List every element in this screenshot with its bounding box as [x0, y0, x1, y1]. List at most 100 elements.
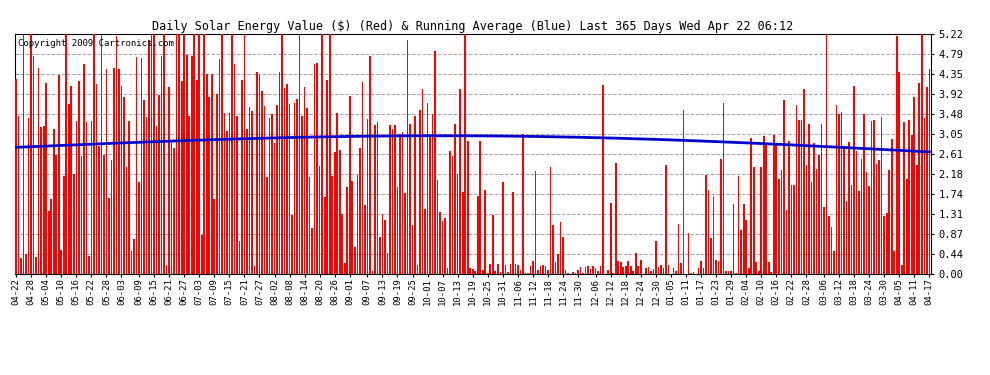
Bar	[665, 165, 666, 274]
Bar	[247, 129, 248, 274]
Bar	[38, 68, 40, 274]
Bar	[93, 34, 95, 274]
Bar	[437, 180, 439, 274]
Bar	[497, 264, 499, 274]
Bar	[778, 179, 780, 274]
Bar	[332, 176, 333, 274]
Bar	[26, 255, 27, 274]
Bar	[728, 272, 730, 274]
Bar	[484, 190, 486, 274]
Bar	[780, 170, 782, 274]
Bar	[482, 270, 483, 274]
Bar	[387, 254, 388, 274]
Bar	[775, 142, 777, 274]
Bar	[803, 89, 805, 274]
Bar	[204, 34, 205, 274]
Bar	[432, 114, 434, 274]
Bar	[552, 225, 553, 274]
Bar	[229, 113, 231, 274]
Bar	[698, 268, 699, 274]
Bar	[173, 148, 175, 274]
Bar	[18, 116, 20, 274]
Bar	[823, 207, 825, 274]
Bar	[224, 113, 225, 274]
Bar	[314, 64, 316, 274]
Bar	[36, 258, 37, 274]
Bar	[718, 261, 720, 274]
Bar	[710, 237, 712, 274]
Bar	[412, 225, 414, 274]
Bar	[538, 270, 539, 274]
Bar	[703, 268, 704, 274]
Bar	[181, 81, 182, 274]
Bar	[625, 266, 627, 274]
Bar	[479, 141, 481, 274]
Bar	[266, 177, 268, 274]
Bar	[389, 126, 391, 274]
Bar	[811, 182, 812, 274]
Bar	[379, 237, 381, 274]
Bar	[876, 164, 877, 274]
Bar	[909, 120, 910, 274]
Bar	[477, 196, 478, 274]
Bar	[356, 175, 358, 274]
Bar	[515, 264, 516, 274]
Bar	[311, 228, 313, 274]
Bar	[113, 68, 115, 274]
Bar	[472, 269, 473, 274]
Bar	[289, 104, 290, 274]
Bar	[845, 201, 847, 274]
Bar	[688, 233, 689, 274]
Bar	[158, 94, 160, 274]
Bar	[731, 271, 732, 274]
Bar	[896, 36, 898, 274]
Bar	[366, 119, 368, 274]
Bar	[738, 177, 740, 274]
Bar	[655, 241, 656, 274]
Bar	[580, 267, 581, 274]
Bar	[891, 139, 893, 274]
Bar	[871, 121, 872, 274]
Bar	[317, 63, 318, 274]
Bar	[103, 155, 105, 274]
Bar	[188, 116, 190, 274]
Bar	[319, 166, 321, 274]
Bar	[733, 204, 735, 274]
Bar	[683, 111, 684, 274]
Bar	[46, 83, 48, 274]
Bar	[492, 215, 494, 274]
Bar	[196, 80, 198, 274]
Bar	[55, 155, 57, 274]
Bar	[816, 169, 818, 274]
Bar	[146, 117, 148, 274]
Bar	[544, 266, 546, 274]
Bar	[244, 34, 246, 274]
Bar	[183, 34, 185, 274]
Bar	[677, 224, 679, 274]
Bar	[276, 105, 278, 274]
Bar	[760, 167, 762, 274]
Bar	[376, 122, 378, 274]
Bar	[148, 40, 149, 274]
Bar	[502, 182, 504, 274]
Bar	[924, 118, 925, 274]
Bar	[339, 150, 341, 274]
Bar	[512, 192, 514, 274]
Bar	[286, 84, 288, 274]
Bar	[464, 34, 466, 274]
Bar	[309, 177, 311, 274]
Bar	[602, 85, 604, 274]
Bar	[344, 262, 346, 274]
Bar	[831, 227, 833, 274]
Bar	[116, 36, 117, 274]
Bar	[510, 264, 511, 274]
Bar	[906, 179, 908, 274]
Bar	[198, 34, 200, 274]
Bar	[667, 265, 669, 274]
Bar	[750, 138, 752, 274]
Bar	[916, 165, 918, 274]
Bar	[647, 267, 649, 274]
Bar	[111, 160, 112, 274]
Bar	[690, 273, 692, 274]
Bar	[123, 97, 125, 274]
